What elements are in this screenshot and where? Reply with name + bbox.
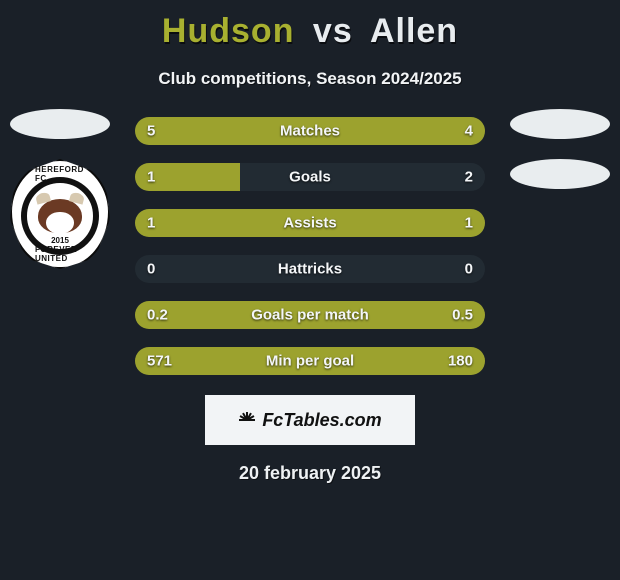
stat-bar: 1 1 Assists	[135, 209, 485, 237]
bar-value-right: 1	[465, 215, 473, 232]
vs-label: vs	[305, 12, 361, 50]
bar-fill-right	[240, 163, 485, 191]
bar-value-right: 2	[465, 169, 473, 186]
player2-name: Allen	[370, 12, 458, 50]
date-label: 20 february 2025	[0, 463, 620, 484]
stat-bar: 5 4 Matches	[135, 117, 485, 145]
bar-value-right: 0	[465, 261, 473, 278]
bar-label: Matches	[280, 123, 340, 140]
comparison-title: Hudson vs Allen	[0, 0, 620, 51]
bar-value-left: 1	[147, 215, 155, 232]
left-column: HEREFORD FC 2015 FOREVER UNITED	[10, 109, 110, 269]
club-crest: HEREFORD FC 2015 FOREVER UNITED	[10, 159, 110, 269]
burst-icon	[238, 411, 256, 429]
player2-placeholder-icon	[510, 109, 610, 139]
bar-value-left: 571	[147, 353, 172, 370]
player1-placeholder-icon	[10, 109, 110, 139]
stat-bar: 0 0 Hattricks	[135, 255, 485, 283]
bar-value-left: 1	[147, 169, 155, 186]
crest-bottom-text: FOREVER UNITED	[35, 245, 85, 263]
bar-label: Hattricks	[278, 261, 342, 278]
player1-name: Hudson	[162, 12, 295, 50]
logo-text: FcTables.com	[262, 410, 381, 431]
bar-value-left: 0.2	[147, 307, 168, 324]
bar-label: Min per goal	[266, 353, 354, 370]
bar-value-right: 0.5	[452, 307, 473, 324]
club2-placeholder-icon	[510, 159, 610, 189]
right-column	[510, 109, 610, 189]
crest-year: 2015	[51, 236, 69, 245]
bar-value-left: 5	[147, 123, 155, 140]
stat-bars: 54Matches12Goals11Assists00Hattricks0.20…	[135, 117, 485, 375]
fctables-logo[interactable]: FcTables.com	[205, 395, 415, 445]
bar-label: Assists	[283, 215, 336, 232]
bar-value-right: 180	[448, 353, 473, 370]
bar-value-left: 0	[147, 261, 155, 278]
stat-bar: 571 180 Min per goal	[135, 347, 485, 375]
bar-label: Goals per match	[251, 307, 369, 324]
main-content: HEREFORD FC 2015 FOREVER UNITED 5 4 Matche…	[0, 89, 620, 484]
subtitle: Club competitions, Season 2024/2025	[0, 69, 620, 89]
stat-bar: 1 2 Goals	[135, 163, 485, 191]
bar-label: Goals	[289, 169, 331, 186]
stat-bar: 0.2 0.5 Goals per match	[135, 301, 485, 329]
bar-value-right: 4	[465, 123, 473, 140]
